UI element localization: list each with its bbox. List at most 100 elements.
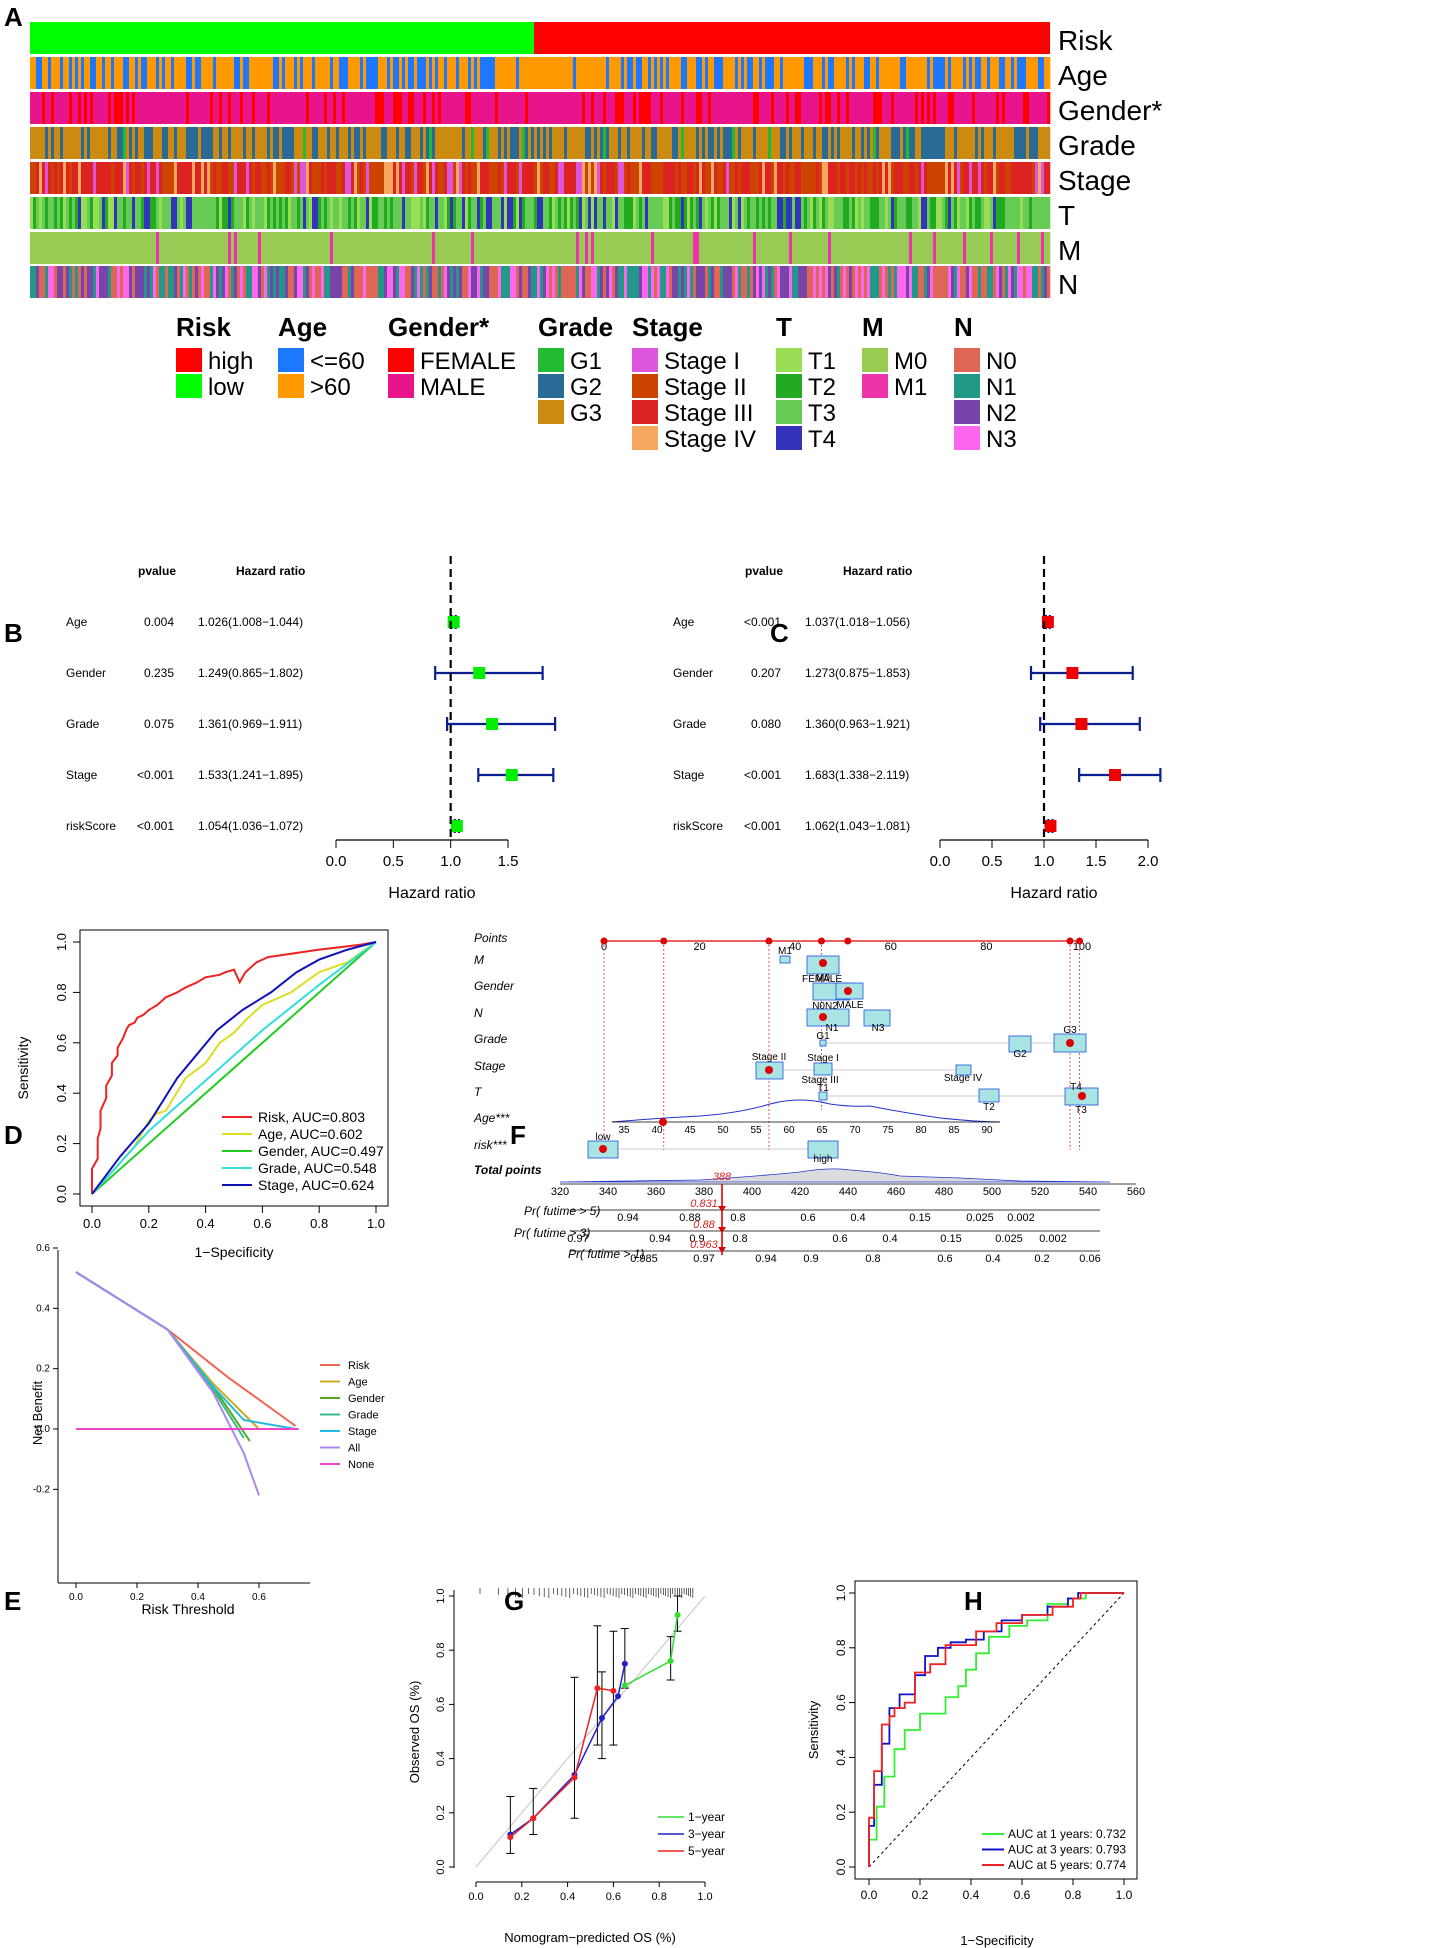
category-label: N0N2 xyxy=(812,1001,838,1012)
heatmap-cell xyxy=(918,197,922,229)
heatmap-cell xyxy=(675,197,679,229)
heatmap-cell xyxy=(474,232,478,264)
heatmap-cell xyxy=(783,127,787,159)
heatmap-cell xyxy=(234,162,238,194)
heatmap-cell xyxy=(420,92,424,124)
heatmap-cell xyxy=(1032,127,1036,159)
heatmap-cell xyxy=(165,266,169,298)
y-tick-label: 0.8 xyxy=(54,983,69,1001)
heatmap-cell xyxy=(798,92,802,124)
heatmap-cell xyxy=(522,92,526,124)
heatmap-cell xyxy=(375,162,379,194)
prob-value: 0.831 xyxy=(690,1198,718,1210)
heatmap-cell xyxy=(117,57,121,89)
heatmap-cell xyxy=(1023,92,1027,124)
heatmap-cell xyxy=(930,92,934,124)
heatmap-cell xyxy=(885,57,889,89)
heatmap-cell xyxy=(123,127,127,159)
heatmap-cell xyxy=(1008,57,1012,89)
heatmap-cell xyxy=(243,92,247,124)
heatmap-cell xyxy=(87,57,91,89)
heatmap-cell xyxy=(1023,162,1027,194)
heatmap-cell xyxy=(816,92,820,124)
heatmap-cell xyxy=(948,197,952,229)
series-line xyxy=(75,1271,260,1496)
heatmap-cell xyxy=(396,57,400,89)
heatmap-cell xyxy=(561,127,565,159)
heatmap-cell xyxy=(594,127,598,159)
heatmap-cell xyxy=(579,232,583,264)
heatmap-cell xyxy=(147,232,151,264)
heatmap-cell xyxy=(435,162,439,194)
heatmap-cell xyxy=(222,162,226,194)
heatmap-cell xyxy=(507,57,511,89)
heatmap-cell xyxy=(888,57,892,89)
heatmap-cell xyxy=(330,162,334,194)
heatmap-cell xyxy=(417,197,421,229)
heatmap-cell xyxy=(312,127,316,159)
legend-label: T3 xyxy=(808,400,836,427)
heatmap-cell xyxy=(30,197,34,229)
heatmap-cell xyxy=(681,232,685,264)
category-box xyxy=(779,955,791,964)
heatmap-cell xyxy=(354,197,358,229)
heatmap-cell xyxy=(1017,92,1021,124)
heatmap-cell xyxy=(177,92,181,124)
heatmap-cell xyxy=(138,232,142,264)
heatmap-cell xyxy=(801,162,805,194)
heatmap-cell xyxy=(768,92,772,124)
heatmap-cell xyxy=(957,127,961,159)
heatmap-cell xyxy=(522,197,526,229)
heatmap-cell xyxy=(717,127,721,159)
panel-label-c: C xyxy=(770,618,789,648)
heatmap-cell xyxy=(738,232,742,264)
heatmap-cell xyxy=(582,266,586,298)
heatmap-cell xyxy=(120,92,124,124)
heatmap-cell xyxy=(792,197,796,229)
heatmap-cell xyxy=(399,57,403,89)
heatmap-cell xyxy=(762,57,766,89)
x-tick-label: 1.0 xyxy=(367,1216,385,1231)
heatmap-cell xyxy=(555,266,559,298)
heatmap-cell xyxy=(729,57,733,89)
heatmap-cell xyxy=(666,197,670,229)
ideal-line xyxy=(475,1595,706,1868)
heatmap-track-label: N xyxy=(1058,269,1078,300)
heatmap-cell xyxy=(552,232,556,264)
heatmap-cell xyxy=(669,197,673,229)
x-tick-label: 1.0 xyxy=(440,853,461,870)
heatmap-cell xyxy=(846,57,850,89)
heatmap-cell xyxy=(198,127,202,159)
heatmap-cell xyxy=(270,162,274,194)
heatmap-cell xyxy=(1014,127,1018,159)
legend-title: Grade xyxy=(538,312,613,342)
heatmap-cell xyxy=(885,232,889,264)
heatmap-cell xyxy=(720,57,724,89)
heatmap-cell xyxy=(588,266,592,298)
heatmap-cell xyxy=(450,92,454,124)
heatmap-cell xyxy=(978,197,982,229)
legend-label: T1 xyxy=(808,348,836,375)
heatmap-cell xyxy=(642,232,646,264)
heatmap-cell xyxy=(954,232,958,264)
heatmap-cell xyxy=(111,232,115,264)
heatmap-cell xyxy=(876,127,880,159)
heatmap-cell xyxy=(750,92,754,124)
heatmap-cell xyxy=(660,57,664,89)
heatmap-cell xyxy=(45,57,49,89)
heatmap-cell xyxy=(516,162,520,194)
heatmap-cell xyxy=(606,232,610,264)
heatmap-cell xyxy=(846,266,850,298)
legend-title: T xyxy=(776,312,792,342)
heatmap-cell xyxy=(828,57,832,89)
heatmap-cell xyxy=(294,232,298,264)
heatmap-cell xyxy=(246,92,250,124)
heatmap-cell xyxy=(420,197,424,229)
heatmap-cell xyxy=(30,92,34,124)
heatmap-cell xyxy=(171,127,175,159)
category-label: N3 xyxy=(872,1023,885,1034)
heatmap-cell xyxy=(270,57,274,89)
heatmap-cell xyxy=(213,232,217,264)
heatmap-cell xyxy=(96,232,100,264)
heatmap-cell xyxy=(480,232,484,264)
